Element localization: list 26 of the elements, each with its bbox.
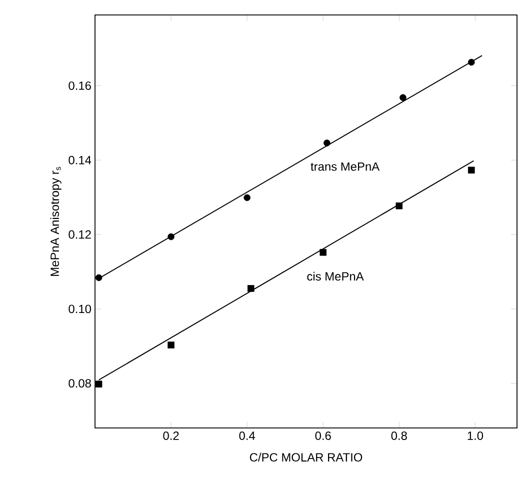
point [468, 58, 475, 66]
point [324, 140, 330, 146]
point [468, 166, 475, 174]
y-tick-label: 0.14 [68, 156, 92, 164]
y-tick-label: 0.16 [68, 81, 91, 90]
point [244, 194, 250, 202]
x-tick-label: 0.8 [391, 432, 407, 440]
x-tick-label: 0.2 [163, 432, 179, 440]
point [320, 248, 327, 256]
x-tick-label: 0.4 [239, 432, 256, 440]
y-tick-label: 0.08 [68, 379, 91, 388]
y-tick-label: 0.12 [68, 230, 91, 239]
point [400, 94, 406, 101]
x-tick-label: 1.0 [468, 432, 484, 440]
series-label: cis MePnA [307, 272, 364, 281]
point [95, 274, 102, 282]
point [247, 285, 254, 292]
x-axis-title: C/PC MOLAR RATIO [250, 452, 362, 462]
series-label: trans MePnA [310, 162, 380, 171]
point [95, 380, 102, 388]
y-tick-label: 0.10 [68, 304, 92, 314]
x-tick-label: 0.6 [315, 432, 331, 440]
point [168, 233, 174, 240]
y-axis-title: MePnA Anisotropy r$_{s}$ [50, 166, 62, 276]
point [396, 202, 403, 210]
point [168, 342, 174, 348]
